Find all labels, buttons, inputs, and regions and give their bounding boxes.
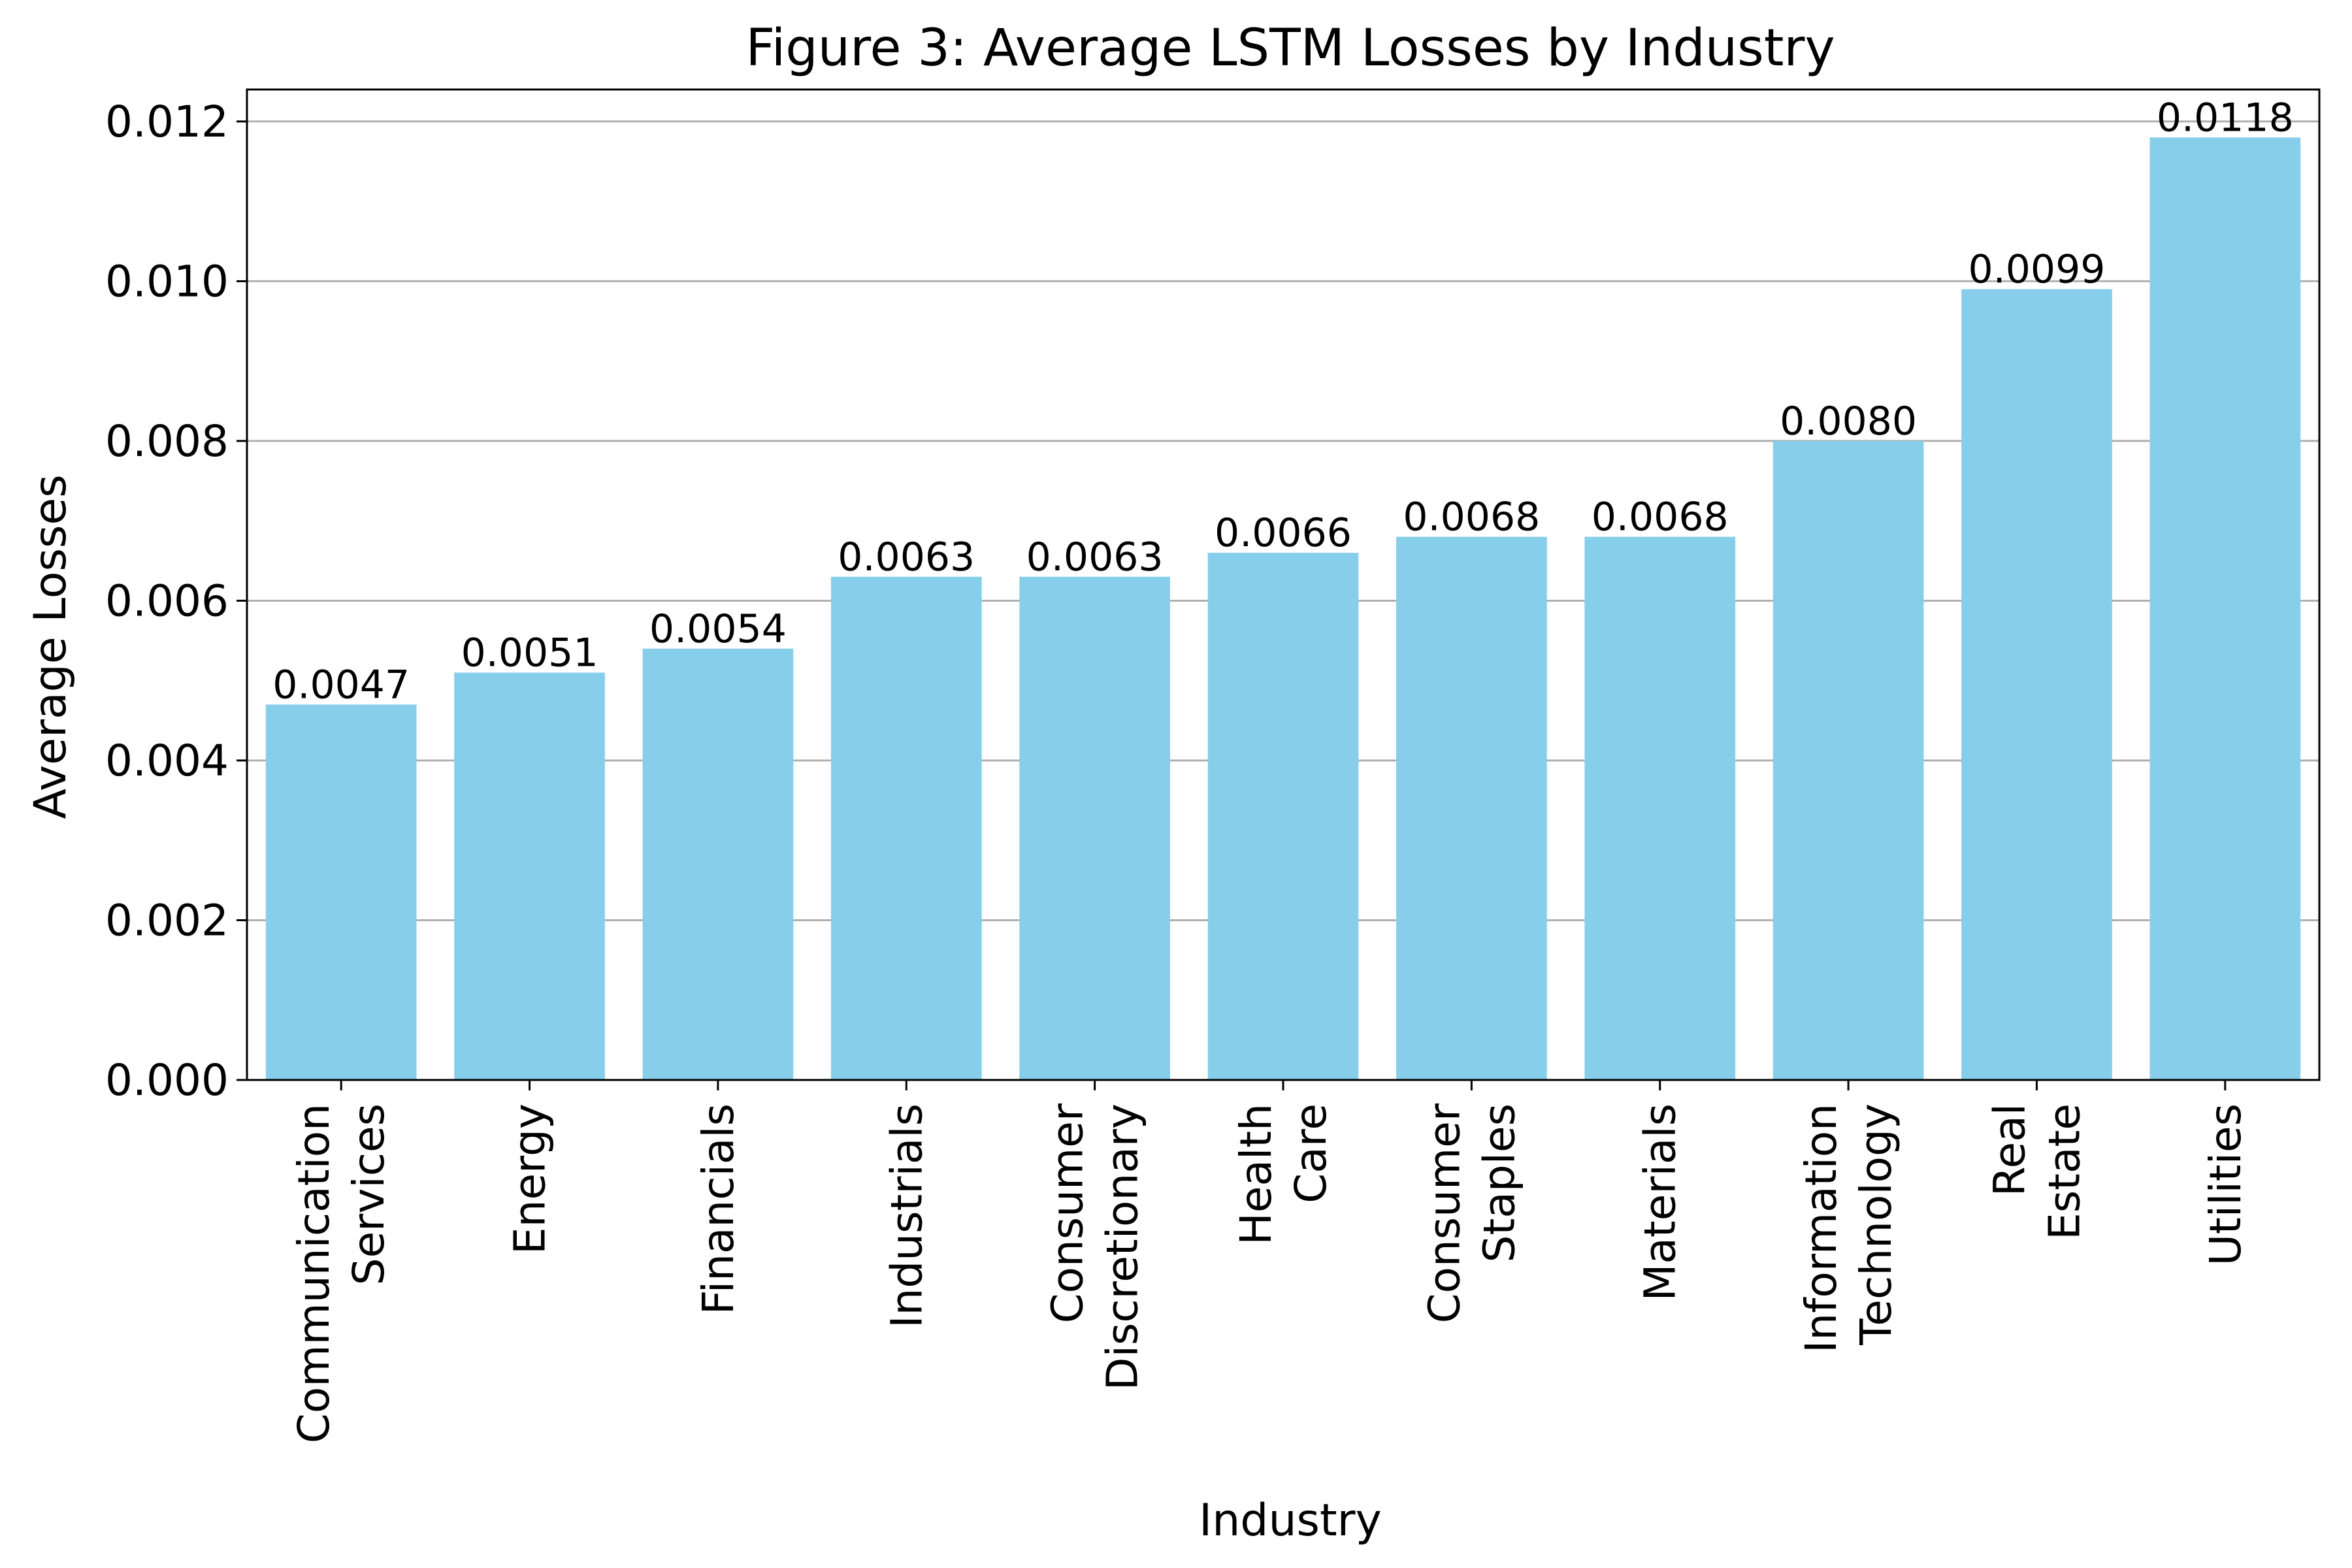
y-tick-label: 0.010: [105, 256, 229, 306]
bar-value-label: 0.0063: [838, 534, 975, 580]
bar-value-label: 0.0099: [1968, 247, 2105, 293]
bar: [1584, 536, 1736, 1080]
x-tick-label: Consumer Discretionary: [1043, 1103, 1148, 1390]
bar-value-label: 0.0054: [649, 606, 787, 652]
bar-value-label: 0.0068: [1592, 495, 1729, 540]
bar-value-label: 0.0047: [272, 662, 410, 708]
bar-value-label: 0.0051: [461, 630, 598, 676]
bar: [1961, 289, 2112, 1081]
x-tick-label: Industrials: [881, 1103, 932, 1328]
x-tick-label: Consumer Staples: [1419, 1103, 1524, 1323]
bar: [454, 672, 605, 1080]
svg-text:Energy: Energy: [505, 1103, 555, 1254]
bar: [1207, 553, 1359, 1080]
bar: [830, 576, 982, 1080]
x-tick-label: Materials: [1635, 1103, 1686, 1301]
svg-text:Financials: Financials: [693, 1103, 743, 1315]
x-tick-label: Real Estate: [1984, 1103, 2089, 1240]
bar-value-label: 0.0063: [1026, 534, 1164, 580]
y-tick-labels: 0.000 0.002 0.004 0.006 0.008 0.010 0.012: [105, 97, 247, 1105]
x-tick-label: Information Technology: [1796, 1103, 1901, 1353]
y-tick-label: 0.012: [105, 97, 229, 147]
bar: [1772, 440, 1924, 1080]
bars: [265, 137, 2301, 1081]
bar-value-label: 0.0118: [2157, 95, 2294, 140]
y-axis-label: Average Losses: [25, 474, 76, 819]
y-tick-label: 0.008: [105, 416, 229, 466]
chart-title: Figure 3: Average LSTM Losses by Industr…: [745, 19, 1835, 78]
bar: [642, 648, 794, 1080]
y-tick-label: 0.006: [105, 576, 229, 626]
bar-value-labels: 0.0047 0.0051 0.0054 0.0063 0.0063 0.0066 0.00…: [272, 95, 2294, 708]
bar-value-label: 0.0066: [1215, 510, 1352, 556]
bar: [1019, 576, 1170, 1080]
svg-text:Utilities: Utilities: [2200, 1103, 2251, 1266]
x-axis-label: Industry: [1199, 1495, 1382, 1546]
bar: [2149, 137, 2301, 1080]
bar: [1396, 536, 1547, 1080]
svg-text:Industrials: Industrials: [881, 1103, 932, 1328]
x-tick-label: Utilities: [2200, 1103, 2251, 1266]
x-tick-label: Financials: [693, 1103, 743, 1315]
x-tick-labels: Communication Services Energy Financials Ind…: [289, 1080, 2251, 1443]
bar: [265, 704, 417, 1080]
y-tick-label: 0.000: [105, 1055, 229, 1105]
x-tick-label: Communication Services: [289, 1103, 394, 1443]
svg-text:Materials: Materials: [1635, 1103, 1686, 1301]
bar-value-label: 0.0080: [1780, 399, 1917, 444]
y-tick-label: 0.004: [105, 736, 229, 786]
x-tick-label: Health Care: [1231, 1103, 1336, 1245]
y-tick-label: 0.002: [105, 895, 229, 945]
x-tick-label: Energy: [505, 1103, 555, 1254]
bar-value-label: 0.0068: [1403, 495, 1540, 540]
